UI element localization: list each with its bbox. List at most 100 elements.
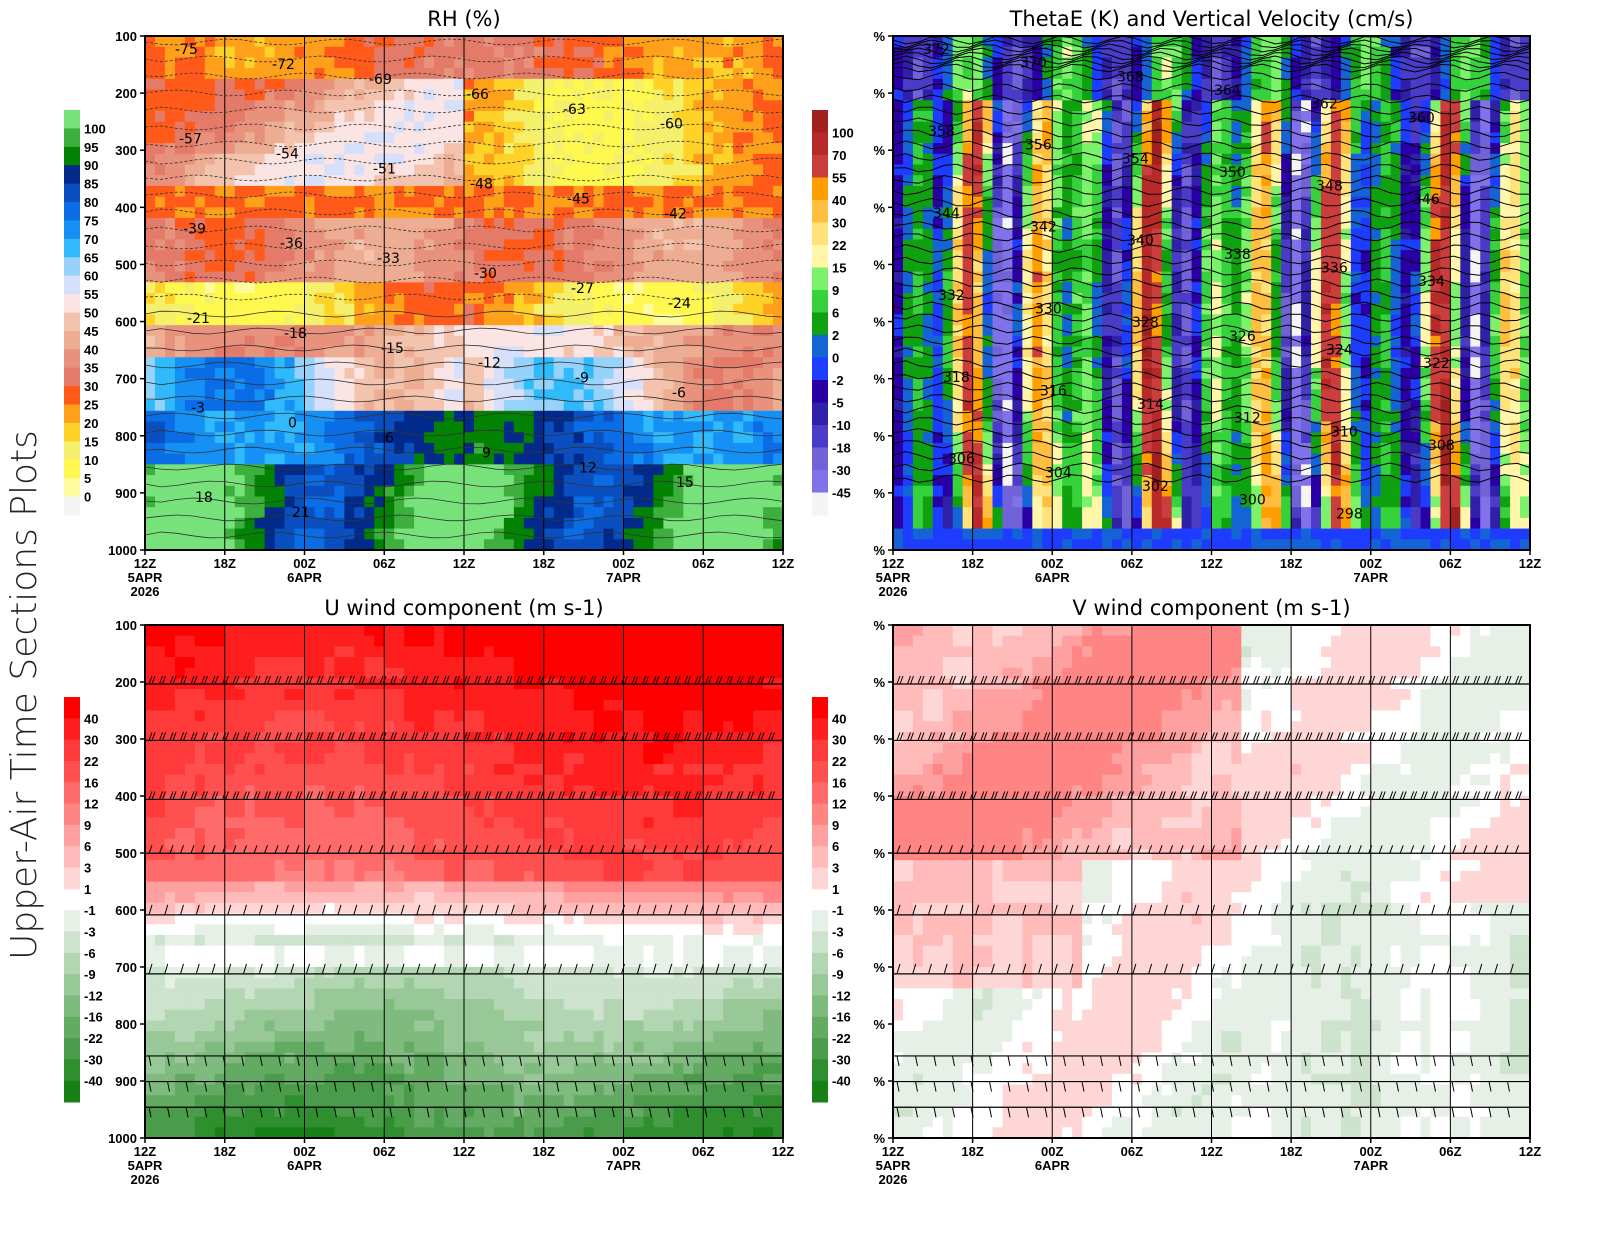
heatmap-cell [523, 303, 535, 316]
heatmap-cell [603, 110, 615, 123]
heatmap-cell [733, 228, 744, 241]
heatmap-cell [623, 282, 635, 294]
heatmap-cell [1181, 453, 1193, 465]
heatmap-cell [234, 421, 246, 433]
heatmap-cell [643, 303, 655, 316]
heatmap-cell [334, 507, 345, 519]
heatmap-cell [1111, 250, 1123, 262]
heatmap-cell [304, 485, 316, 498]
heatmap-cell [613, 89, 625, 101]
heatmap-cell [593, 517, 605, 530]
heatmap-cell [573, 121, 585, 133]
heatmap-cell [1022, 271, 1033, 283]
heatmap-cell [274, 143, 286, 155]
heatmap-cell [394, 421, 405, 433]
heatmap-cell [364, 260, 375, 273]
heatmap-cell [982, 367, 994, 380]
heatmap-cell [1201, 239, 1213, 251]
heatmap-cell [992, 410, 1004, 423]
heatmap-cell [244, 293, 256, 305]
heatmap-cell [1191, 442, 1203, 455]
heatmap-cell [244, 132, 256, 144]
heatmap-cell [184, 78, 196, 91]
heatmap-cell [1161, 46, 1173, 59]
heatmap-cell [184, 325, 196, 337]
heatmap-cell [464, 218, 475, 230]
heatmap-cell [154, 153, 166, 166]
heatmap-cell [434, 442, 445, 455]
heatmap-cell [1231, 121, 1242, 133]
heatmap-cell [1002, 143, 1014, 155]
heatmap-cell [912, 453, 924, 465]
heatmap-cell [284, 432, 296, 444]
heatmap-cell [653, 218, 664, 230]
heatmap-cell [893, 260, 904, 273]
heatmap-cell [1082, 432, 1093, 444]
heatmap-cell [723, 507, 734, 519]
heatmap-cell [254, 517, 266, 530]
heatmap-cell [603, 517, 615, 530]
heatmap-cell [603, 485, 615, 498]
heatmap-cell [553, 68, 565, 80]
heatmap-cell [174, 293, 186, 305]
heatmap-cell [304, 378, 316, 390]
heatmap-cell [723, 57, 734, 69]
heatmap-cell [424, 175, 435, 187]
heatmap-cell [154, 110, 166, 123]
heatmap-cell [613, 207, 625, 219]
heatmap-cell [763, 250, 774, 262]
heatmap-cell [543, 314, 555, 326]
heatmap-cell [1181, 153, 1193, 166]
heatmap-cell [414, 357, 425, 369]
heatmap-cell [464, 100, 475, 112]
heatmap-cell [314, 207, 326, 219]
heatmap-cell [912, 485, 924, 498]
heatmap-cell [952, 378, 964, 390]
heatmap-cell [1102, 496, 1113, 508]
heatmap-cell [1032, 121, 1043, 133]
heatmap-cell [513, 271, 525, 283]
heatmap-cell [1111, 260, 1123, 273]
heatmap-cell [1062, 485, 1073, 498]
heatmap-cell [633, 335, 645, 348]
heatmap-cell [703, 496, 714, 508]
heatmap-cell [952, 389, 964, 401]
heatmap-cell [922, 250, 934, 262]
heatmap-cell [224, 367, 236, 380]
heatmap-cell [464, 36, 475, 48]
heatmap-cell [583, 164, 595, 176]
heatmap-cell [354, 143, 365, 155]
heatmap-cell [1241, 175, 1252, 187]
heatmap-cell [723, 475, 734, 487]
heatmap-cell [473, 389, 485, 401]
heatmap-cell [613, 121, 625, 133]
heatmap-cell [503, 153, 515, 166]
heatmap-cell [543, 68, 555, 80]
heatmap-cell [942, 528, 954, 540]
heatmap-cell [1072, 110, 1083, 123]
heatmap-cell [473, 207, 485, 219]
heatmap-cell [1141, 207, 1153, 219]
heatmap-cell [1032, 57, 1043, 69]
heatmap-cell [324, 207, 336, 219]
colorbar-swatch [64, 349, 80, 369]
heatmap-cell [932, 507, 944, 519]
heatmap-cell [902, 346, 914, 358]
heatmap-cell [1032, 78, 1043, 91]
heatmap-cell [1231, 485, 1242, 498]
heatmap-cell [234, 36, 246, 48]
heatmap-cell [992, 432, 1004, 444]
heatmap-cell [314, 378, 326, 390]
heatmap-cell [982, 485, 994, 498]
heatmap-cell [902, 250, 914, 262]
heatmap-cell [1002, 46, 1014, 59]
heatmap-cell [982, 357, 994, 369]
heatmap-cell [912, 314, 924, 326]
heatmap-cell [683, 228, 694, 241]
heatmap-cell [204, 68, 216, 80]
heatmap-cell [673, 282, 684, 294]
heatmap-cell [234, 432, 246, 444]
heatmap-cell [583, 78, 595, 91]
heatmap-cell [493, 367, 505, 380]
heatmap-cell [404, 325, 415, 337]
